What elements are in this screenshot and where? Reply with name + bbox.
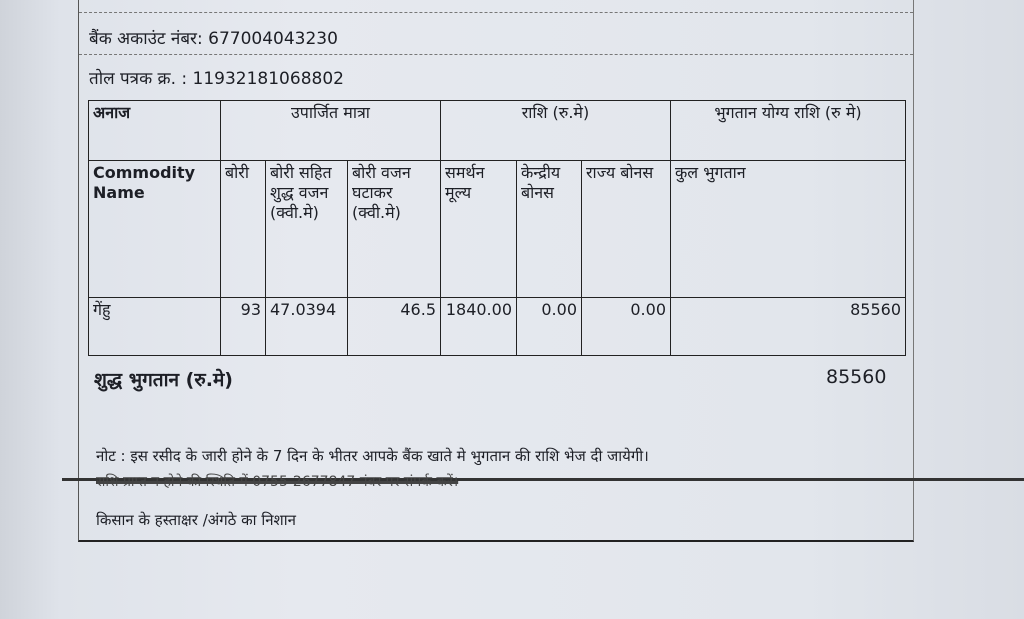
net-payment-label: शुद्ध भुगतान (रु.मे) (94, 369, 233, 391)
cell-total-payment: 85560 (670, 297, 906, 356)
bank-account-value: 677004043230 (208, 29, 338, 49)
bank-account-label: बैंक अकाउंट नंबर: (89, 29, 203, 49)
weigh-slip-label: तोल पत्रक क्र. : (89, 69, 188, 89)
col-support-price: समर्थन मूल्य (440, 160, 517, 298)
table-row: गेंहु 93 47.0394 46.5 1840.00 0.00 0.00 … (88, 297, 906, 356)
struck-contact-note: राशि प्राप्त न होने की स्थिति में 0755-2… (96, 474, 459, 490)
group-header-row: अनाज उपार्जित मात्रा राशि (रु.मे) भुगतान… (88, 100, 906, 161)
divider (62, 478, 1024, 481)
column-header-row: Commodity Name बोरी बोरी सहित शुद्ध वजन … (88, 160, 906, 298)
weigh-slip-row: तोल पत्रक क्र. : 11932181068802 (79, 66, 913, 89)
group-header-payable: भुगतान योग्य राशि (रु मे) (670, 100, 906, 161)
payment-note: नोट : इस रसीद के जारी होने के 7 दिन के भ… (96, 447, 649, 465)
cell-support-price: 1840.00 (440, 297, 517, 356)
divider (79, 12, 913, 13)
signature-label: किसान के हस्ताक्षर /अंगठे का निशान (96, 511, 296, 529)
weigh-slip-value: 11932181068802 (192, 69, 344, 89)
bank-account-row: बैंक अकाउंट नंबर: 677004043230 (79, 26, 913, 49)
group-header-quantity: उपार्जित मात्रा (220, 100, 441, 161)
col-total-payment: कुल भुगतान (670, 160, 906, 298)
col-central-bonus: केन्द्रीय बोनस (516, 160, 582, 298)
col-state-bonus: राज्य बोनस (581, 160, 671, 298)
cell-weight-less-bags: 46.5 (347, 297, 441, 356)
col-bags: बोरी (220, 160, 266, 298)
receipt-frame: बैंक अकाउंट नंबर: 677004043230 तोल पत्रक… (78, 0, 914, 542)
cell-commodity: गेंहु (88, 297, 221, 356)
group-header-grain: अनाज (88, 100, 221, 161)
divider (79, 54, 913, 55)
col-weight-less-bags: बोरी वजन घटाकर (क्वी.मे) (347, 160, 441, 298)
col-commodity-name: Commodity Name (88, 160, 221, 298)
cell-bags: 93 (220, 297, 266, 356)
cell-net-weight: 47.0394 (265, 297, 348, 356)
commodity-table: अनाज उपार्जित मात्रा राशि (रु.मे) भुगतान… (88, 100, 906, 356)
col-net-weight: बोरी सहित शुद्ध वजन (क्वी.मे) (265, 160, 348, 298)
cell-central-bonus: 0.00 (516, 297, 582, 356)
net-payment-value: 85560 (826, 366, 887, 388)
group-header-amount: राशि (रु.मे) (440, 100, 671, 161)
cell-state-bonus: 0.00 (581, 297, 671, 356)
